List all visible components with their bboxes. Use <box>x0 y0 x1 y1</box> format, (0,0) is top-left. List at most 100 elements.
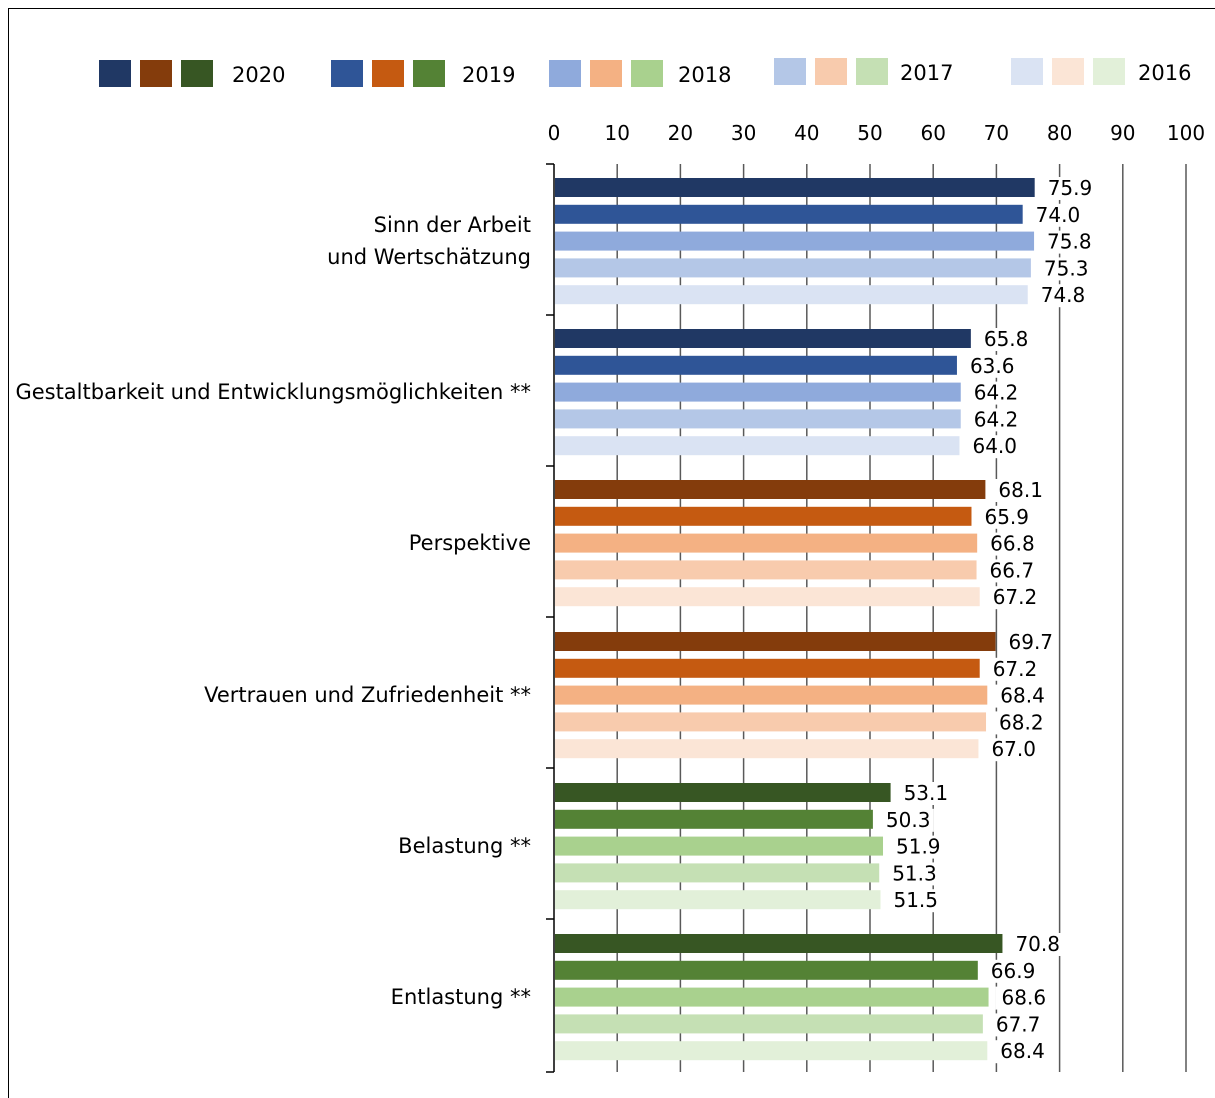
data-label-2-2019: 63.6 <box>970 354 1015 378</box>
data-label-6-2018: 68.6 <box>1002 986 1047 1010</box>
legend-swatch-2020-1 <box>99 60 131 87</box>
x-tick-label-0: 0 <box>548 121 561 145</box>
data-label-background <box>1041 230 1096 254</box>
data-label-6-2019: 66.9 <box>991 959 1036 983</box>
data-label-4-2016: 67.0 <box>991 737 1036 761</box>
legend: 2020 2019 2018 2017 2016 <box>99 58 1191 87</box>
data-label-background <box>977 328 1032 351</box>
data-label-background <box>984 532 1039 556</box>
x-tick-label-50: 50 <box>857 121 882 145</box>
legend-swatch-2018-2 <box>590 60 622 87</box>
data-label-background <box>890 835 945 859</box>
bar-2-2020 <box>555 329 971 348</box>
legend-swatch-2019-2 <box>372 60 404 87</box>
category-label-3: Perspektive <box>409 531 531 555</box>
bar-5-2020 <box>555 783 891 802</box>
bar-3-2016 <box>555 587 980 607</box>
bar-series: 75.9 74.0 75.875.3 74.8 65.8 63.6 64.264.2 64.0… <box>555 176 1096 1064</box>
data-label-6-2016: 68.4 <box>1000 1039 1045 1063</box>
legend-swatch-2017-1 <box>774 58 806 85</box>
x-axis: 0 10 20 30 40 50 60 70 80 90 100 <box>548 121 1205 145</box>
legend-swatch-2019-3 <box>413 60 445 87</box>
data-label-background <box>989 1013 1044 1037</box>
data-label-6-2017: 67.7 <box>996 1012 1041 1036</box>
legend-label-2019: 2019 <box>462 63 515 87</box>
data-label-background <box>886 862 941 886</box>
data-label-background <box>967 381 1022 405</box>
bar-1-2017 <box>555 258 1031 278</box>
x-tick-label-10: 10 <box>604 121 629 145</box>
legend-label-2016: 2016 <box>1138 61 1191 85</box>
data-label-background <box>986 586 1041 610</box>
bar-1-2020 <box>555 178 1035 197</box>
data-label-5-2018: 51.9 <box>896 835 941 859</box>
bar-4-2020 <box>555 632 996 651</box>
data-label-background <box>897 782 952 805</box>
bar-6-2019 <box>555 960 978 980</box>
data-label-3-2020: 68.1 <box>998 478 1043 502</box>
bar-1-2018 <box>555 231 1035 251</box>
data-label-3-2019: 65.9 <box>984 505 1029 529</box>
bar-4-2018 <box>555 685 988 705</box>
x-tick-label-30: 30 <box>731 121 756 145</box>
data-label-3-2018: 66.8 <box>990 532 1035 556</box>
data-label-background <box>1041 177 1096 200</box>
data-label-5-2019: 50.3 <box>886 808 931 832</box>
data-label-4-2018: 68.4 <box>1000 684 1045 708</box>
x-tick-label-90: 90 <box>1110 121 1135 145</box>
data-label-background <box>1002 631 1057 654</box>
chart-frame <box>8 8 1215 1098</box>
data-label-background <box>984 959 1039 983</box>
legend-swatch-2018-3 <box>631 60 663 87</box>
legend-swatch-2020-2 <box>140 60 172 87</box>
x-tick-label-70: 70 <box>984 121 1009 145</box>
data-label-background <box>978 505 1033 529</box>
x-tick-label-100: 100 <box>1167 121 1205 145</box>
category-label-1: und Wertschätzung <box>327 245 531 269</box>
legend-swatch-2016-3 <box>1093 58 1125 85</box>
bar-3-2019 <box>555 506 972 526</box>
data-label-background <box>992 479 1047 502</box>
bar-3-2020 <box>555 480 986 499</box>
data-label-background <box>995 986 1050 1010</box>
bar-4-2016 <box>555 739 979 759</box>
gridlines <box>546 163 1187 1073</box>
bar-6-2016 <box>555 1041 988 1061</box>
data-label-background <box>983 559 1038 583</box>
bar-4-2019 <box>555 658 980 678</box>
category-label-5: Belastung ** <box>398 834 531 858</box>
data-label-background <box>986 657 1041 681</box>
bar-2-2019 <box>555 355 957 375</box>
category-label-4: Vertrauen und Zufriedenheit ** <box>204 683 531 707</box>
legend-swatch-2020-3 <box>181 60 213 87</box>
data-label-1-2020: 75.9 <box>1048 176 1093 200</box>
data-label-background <box>1034 284 1089 308</box>
data-label-background <box>985 738 1040 762</box>
data-label-background <box>879 808 934 832</box>
bar-1-2019 <box>555 204 1023 224</box>
data-label-2-2018: 64.2 <box>974 381 1019 405</box>
data-label-background <box>1037 257 1092 281</box>
data-label-background <box>963 354 1018 378</box>
category-label-1: Sinn der Arbeit <box>374 213 531 237</box>
data-label-background <box>994 1040 1049 1064</box>
category-labels: Sinn der Arbeit und Wertschätzung Gestaltb… <box>15 213 531 1009</box>
data-label-2-2016: 64.0 <box>972 434 1017 458</box>
x-tick-label-40: 40 <box>794 121 819 145</box>
bar-6-2020 <box>555 934 1003 953</box>
data-label-1-2016: 74.8 <box>1041 283 1086 307</box>
bar-6-2017 <box>555 1014 983 1034</box>
legend-label-2018: 2018 <box>678 63 731 87</box>
data-label-5-2017: 51.3 <box>892 861 937 885</box>
category-label-6: Entlastung ** <box>391 985 531 1009</box>
legend-swatch-2019-1 <box>331 60 363 87</box>
bar-5-2019 <box>555 809 873 829</box>
data-label-background <box>967 408 1022 432</box>
bar-2-2018 <box>555 382 961 402</box>
bar-2-2016 <box>555 436 960 456</box>
bar-3-2017 <box>555 560 977 580</box>
legend-label-2020: 2020 <box>232 63 285 87</box>
data-label-3-2017: 66.7 <box>990 558 1035 582</box>
data-label-5-2020: 53.1 <box>904 781 949 805</box>
